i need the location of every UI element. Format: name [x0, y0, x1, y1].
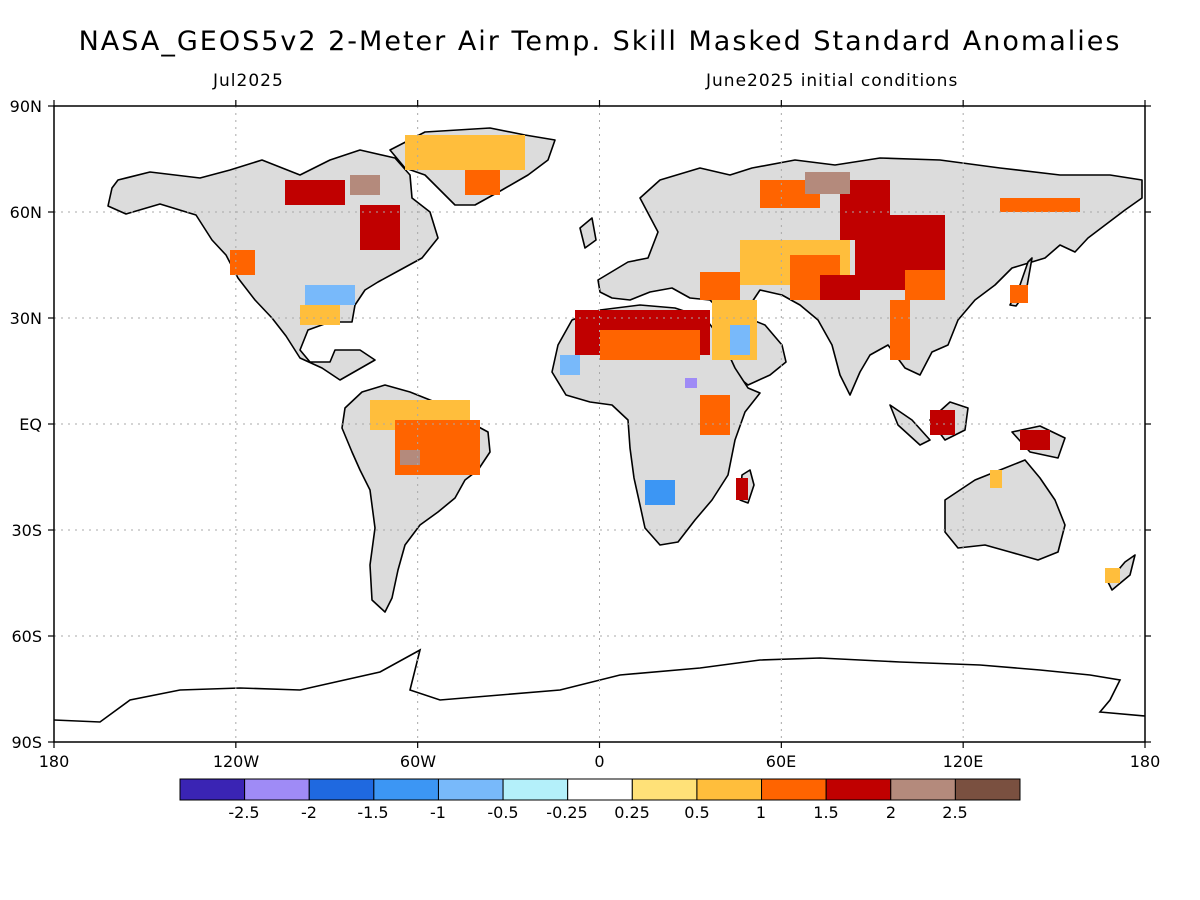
- anomaly-patches: [230, 135, 1120, 583]
- latitude-axis: 90N 60N 30N EQ 30S 60S 90S: [10, 97, 42, 752]
- anomaly-patch: [820, 275, 860, 300]
- anomaly-patch: [360, 205, 400, 250]
- colorbar-label: 0.25: [614, 803, 650, 822]
- anomaly-patch: [805, 172, 850, 194]
- colorbar-label: -1.5: [357, 803, 388, 822]
- anomaly-patch: [1000, 198, 1080, 212]
- anomaly-patch: [300, 305, 340, 325]
- lat-label: 90N: [10, 97, 42, 116]
- colorbar-swatch: [567, 778, 633, 801]
- anomaly-patch: [905, 270, 945, 300]
- colorbar-swatches: [179, 778, 1021, 801]
- anomaly-patch: [700, 395, 730, 435]
- init-conditions-label: June2025 initial conditions: [706, 71, 959, 91]
- anomaly-patch: [230, 250, 255, 275]
- lat-label: 30N: [10, 309, 42, 328]
- anomaly-patch: [930, 410, 955, 435]
- anomaly-patch: [730, 325, 750, 355]
- map-title: NASA_GEOS5v2 2-Meter Air Temp. Skill Mas…: [78, 26, 1122, 57]
- colorbar-swatch: [502, 778, 569, 801]
- colorbar-swatch: [373, 778, 439, 801]
- sumatra: [889, 404, 931, 446]
- lat-label: 60S: [11, 627, 42, 646]
- lon-label: 120W: [213, 752, 260, 771]
- anomaly-patch: [990, 470, 1002, 488]
- anomaly-patch: [560, 355, 580, 375]
- lat-label: 30S: [11, 521, 42, 540]
- anomaly-patch: [395, 420, 480, 475]
- lat-label: EQ: [19, 415, 42, 434]
- colorbar-label: 2: [886, 803, 896, 822]
- anomaly-patch: [1020, 430, 1050, 450]
- anomaly-patch: [465, 170, 500, 195]
- lon-label: 180: [1130, 752, 1161, 771]
- colorbar-swatch: [179, 778, 246, 801]
- lat-label: 60N: [10, 203, 42, 222]
- colorbar-label: 1.5: [813, 803, 838, 822]
- colorbar: -2.5 -2 -1.5 -1 -0.5 -0.25 0.25 0.5 1 1.…: [179, 778, 1021, 822]
- anomaly-patch: [350, 175, 380, 195]
- north-america: [107, 149, 439, 381]
- lon-label: 0: [594, 752, 604, 771]
- africa: [551, 304, 761, 546]
- colorbar-swatch: [890, 778, 956, 801]
- colorbar-label: -1: [430, 803, 446, 822]
- colorbar-swatch: [308, 778, 375, 801]
- anomaly-patch: [685, 378, 697, 388]
- colorbar-swatch: [696, 778, 763, 801]
- anomaly-patch: [405, 135, 525, 170]
- anomaly-patch: [1010, 285, 1028, 303]
- colorbar-swatch: [761, 778, 827, 801]
- lon-label: 60E: [766, 752, 796, 771]
- anomaly-patch: [645, 480, 675, 505]
- valid-month-label: Jul2025: [213, 71, 284, 91]
- colorbar-label: -0.5: [487, 803, 518, 822]
- colorbar-swatch: [244, 778, 310, 801]
- anomaly-patch: [1105, 568, 1120, 583]
- colorbar-swatch: [954, 778, 1021, 801]
- longitude-axis: 180 120W 60W 0 60E 120E 180: [39, 752, 1161, 771]
- colorbar-label: 2.5: [942, 803, 967, 822]
- antarctica: [54, 648, 1145, 723]
- colorbar-labels: -2.5 -2 -1.5 -1 -0.5 -0.25 0.25 0.5 1 1.…: [228, 803, 967, 822]
- anomaly-patch: [700, 272, 740, 300]
- colorbar-label: -2: [301, 803, 317, 822]
- lon-label: 60W: [400, 752, 436, 771]
- colorbar-label: 0.5: [684, 803, 709, 822]
- colorbar-label: -0.25: [546, 803, 587, 822]
- anomaly-patch: [890, 300, 910, 360]
- anomaly-patch: [400, 450, 420, 465]
- australia: [944, 459, 1066, 561]
- lat-lon-grid: [54, 106, 1145, 742]
- colorbar-label: -2.5: [228, 803, 259, 822]
- anomaly-patch: [305, 285, 355, 305]
- colorbar-swatch: [631, 778, 698, 801]
- lat-label: 90S: [11, 733, 42, 752]
- anomaly-patch: [600, 330, 700, 360]
- colorbar-swatch: [437, 778, 504, 801]
- colorbar-swatch: [825, 778, 892, 801]
- colorbar-label: 1: [756, 803, 766, 822]
- anomaly-patch: [285, 180, 345, 205]
- lon-label: 120E: [943, 752, 984, 771]
- lon-label: 180: [39, 752, 70, 771]
- axis-ticks: [48, 100, 1151, 748]
- land-masses: [107, 127, 1143, 613]
- anomaly-patch: [736, 478, 748, 500]
- uk: [579, 217, 597, 249]
